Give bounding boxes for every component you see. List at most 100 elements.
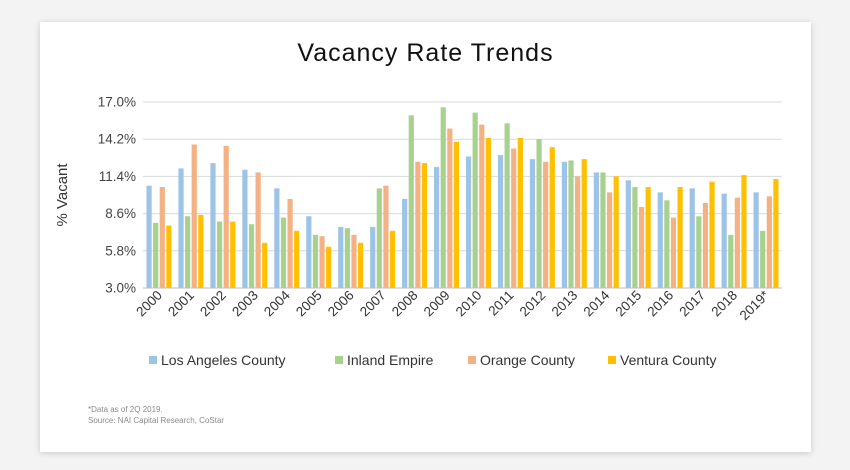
bar xyxy=(159,187,165,288)
bar xyxy=(280,217,287,288)
legend-swatch xyxy=(335,356,343,364)
x-tick-label: 2019* xyxy=(737,287,773,323)
bar xyxy=(600,172,606,288)
y-tick-label: 8.6% xyxy=(105,206,136,221)
bar xyxy=(210,163,216,288)
footnote-source: Source: NAI Capital Research, CoStar xyxy=(88,416,225,425)
bar xyxy=(383,185,389,288)
footnote: *Data as of 2Q 2019. Source: NAI Capital… xyxy=(88,404,224,426)
bar xyxy=(453,141,460,288)
y-tick-label: 14.2% xyxy=(98,132,136,147)
x-tick-label: 2009 xyxy=(421,288,453,320)
footnote-data-note: *Data as of 2Q 2019. xyxy=(88,405,163,414)
bar xyxy=(440,107,446,288)
bar xyxy=(664,200,670,288)
bar xyxy=(326,246,332,288)
y-tick-label: 11.4% xyxy=(99,169,136,184)
bar xyxy=(657,192,663,288)
x-tick-label: 2014 xyxy=(581,287,613,319)
bar xyxy=(434,167,440,288)
bar xyxy=(504,123,510,288)
legend-swatch xyxy=(468,356,476,364)
x-tick-label: 2010 xyxy=(453,288,485,320)
bar xyxy=(543,161,549,288)
x-tick-label: 2011 xyxy=(485,288,516,319)
legend-swatch xyxy=(608,356,616,364)
bar xyxy=(312,234,319,288)
bar xyxy=(536,139,542,288)
bar xyxy=(415,161,421,288)
bar xyxy=(625,180,631,288)
bar xyxy=(753,192,759,288)
bar xyxy=(613,176,619,288)
bar xyxy=(773,179,779,288)
x-tick-label: 2004 xyxy=(261,287,293,319)
bar xyxy=(198,214,204,288)
bar xyxy=(376,188,382,288)
bar xyxy=(632,187,638,288)
x-tick-label: 2000 xyxy=(133,288,165,320)
bar xyxy=(242,169,248,288)
bar xyxy=(178,168,184,288)
bar xyxy=(497,155,504,288)
x-tick-label: 2018 xyxy=(708,288,740,320)
bar xyxy=(472,112,478,288)
x-tick-label: 2005 xyxy=(293,288,325,320)
legend-label: Orange County xyxy=(480,352,575,368)
y-tick-label: 3.0% xyxy=(105,281,136,296)
bar xyxy=(287,198,293,288)
chart-title: Vacancy Rate Trends xyxy=(297,39,554,67)
x-tick-label: 2002 xyxy=(197,288,229,320)
bar xyxy=(721,193,727,288)
bar xyxy=(351,234,357,288)
bar xyxy=(408,115,414,289)
bar xyxy=(146,185,152,288)
x-tick-label: 2016 xyxy=(644,288,676,320)
bar xyxy=(766,196,772,288)
bar xyxy=(230,221,236,288)
bar xyxy=(274,188,280,288)
legend-label: Los Angeles County xyxy=(161,352,286,368)
bar xyxy=(709,181,715,288)
bar xyxy=(223,145,229,288)
bar xyxy=(741,175,747,288)
bar xyxy=(248,224,255,288)
bar xyxy=(344,228,350,288)
legend-swatch xyxy=(149,356,157,364)
bar xyxy=(549,147,555,288)
bar xyxy=(670,217,677,288)
y-tick-label: 17.0% xyxy=(98,95,136,110)
bar xyxy=(568,160,574,288)
bar xyxy=(645,187,651,288)
bar xyxy=(479,124,485,288)
chart-card: Vacancy Rate Trends 3.0% 5.8% 8.6% 11.4% 14.… xyxy=(40,22,811,452)
y-axis-label: % Vacant xyxy=(54,163,71,227)
bar xyxy=(370,226,376,288)
bar xyxy=(338,226,344,288)
x-tick-label: 2017 xyxy=(676,288,708,320)
legend-label: Ventura County xyxy=(620,352,717,368)
x-tick-label: 2006 xyxy=(325,288,357,320)
bar xyxy=(581,159,587,288)
bar xyxy=(485,137,491,288)
bar xyxy=(734,197,740,288)
bar xyxy=(191,144,197,288)
bar xyxy=(294,230,300,288)
x-tick-label: 2008 xyxy=(389,288,421,320)
bar xyxy=(357,242,364,288)
bar xyxy=(166,225,172,288)
bar xyxy=(511,148,517,288)
bar xyxy=(421,163,428,288)
bar xyxy=(606,192,613,288)
bar xyxy=(593,172,599,288)
bar xyxy=(153,222,159,288)
legend-label: Inland Empire xyxy=(347,352,434,368)
bar xyxy=(529,159,536,288)
bar xyxy=(696,216,702,288)
bar xyxy=(728,234,734,288)
bar xyxy=(262,242,268,288)
x-tick-label: 2015 xyxy=(612,288,644,320)
x-tick-label: 2001 xyxy=(165,288,197,320)
bar xyxy=(216,221,223,288)
bar xyxy=(389,230,396,288)
